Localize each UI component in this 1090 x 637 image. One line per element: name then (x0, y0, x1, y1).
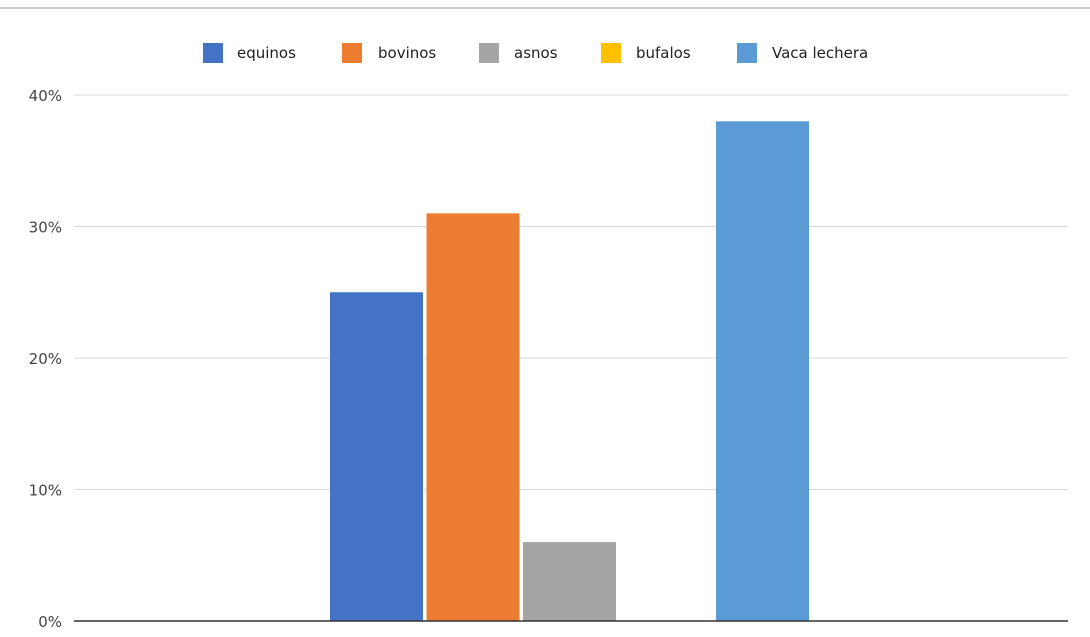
legend-item-bovinos: bovinos (342, 43, 436, 63)
bar-asnos (523, 542, 616, 621)
legend-label-bufalos: bufalos (636, 44, 691, 62)
legend-item-bufalos: bufalos (601, 43, 691, 63)
y-axis-ticks: 0% 10% 20% 30% 40% (29, 87, 62, 631)
legend-swatch-bufalos (601, 43, 621, 63)
legend-label-asnos: asnos (514, 44, 558, 62)
legend-label-vaca-lechera: Vaca lechera (772, 44, 868, 62)
legend-item-vaca-lechera: Vaca lechera (737, 43, 868, 63)
legend-swatch-bovinos (342, 43, 362, 63)
bar-vaca-lechera (716, 121, 809, 622)
bar-equinos (330, 292, 423, 621)
y-tick-label-20: 20% (29, 350, 62, 368)
legend-swatch-asnos (479, 43, 499, 63)
legend-swatch-vaca-lechera (737, 43, 757, 63)
y-tick-label-40: 40% (29, 87, 62, 105)
legend: equinos bovinos asnos bufalos Vaca leche… (203, 43, 868, 63)
legend-label-bovinos: bovinos (378, 44, 436, 62)
legend-item-asnos: asnos (479, 43, 558, 63)
legend-label-equinos: equinos (237, 44, 296, 62)
y-tick-label-0: 0% (38, 613, 62, 631)
gridlines (74, 94, 1068, 490)
legend-item-equinos: equinos (203, 43, 296, 63)
y-tick-label-10: 10% (29, 482, 62, 500)
legend-swatch-equinos (203, 43, 223, 63)
bars (330, 121, 809, 622)
bar-bovinos (426, 213, 520, 621)
y-tick-label-30: 30% (29, 219, 62, 237)
